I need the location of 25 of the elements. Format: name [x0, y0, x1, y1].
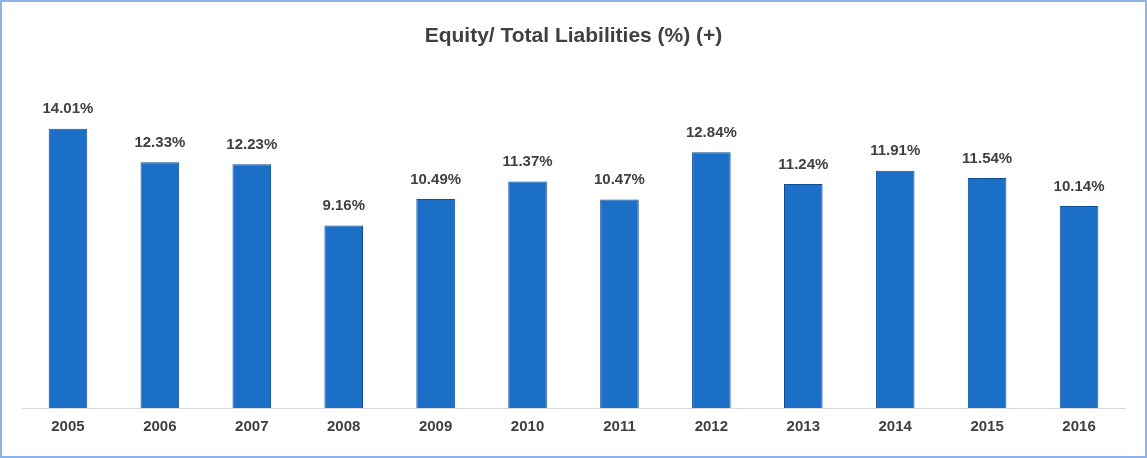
x-tick-label: 2014 — [878, 417, 913, 435]
data-label: 9.16% — [322, 196, 365, 214]
data-label: 14.01% — [42, 99, 94, 117]
chart-title: Equity/ Total Liabilities (%) (+) — [424, 23, 723, 47]
data-label: 10.14% — [1053, 176, 1105, 194]
data-label: 11.37% — [502, 152, 553, 170]
x-tick-label: 2008 — [327, 417, 361, 435]
x-tick-label: 2013 — [786, 417, 820, 435]
x-tick-label: 2012 — [694, 417, 729, 435]
x-tick-label: 2011 — [603, 417, 636, 435]
x-tick-label: 2010 — [510, 417, 545, 435]
x-tick-label: 2005 — [51, 417, 85, 435]
data-label: 11.24% — [778, 154, 829, 172]
x-tick-label: 2016 — [1062, 417, 1096, 435]
data-label: 10.49% — [410, 169, 462, 187]
x-tick-label: 2015 — [970, 417, 1004, 435]
data-label: 11.91% — [870, 141, 921, 159]
data-label: 11.54% — [962, 148, 1013, 166]
x-tick-label: 2006 — [143, 417, 177, 435]
data-label: 10.47% — [594, 170, 645, 188]
x-tick-label: 2009 — [418, 417, 453, 435]
data-label: 12.23% — [226, 134, 278, 152]
x-tick-label: 2007 — [235, 417, 269, 435]
data-label: 12.33% — [134, 132, 186, 150]
data-label: 12.84% — [685, 122, 737, 140]
